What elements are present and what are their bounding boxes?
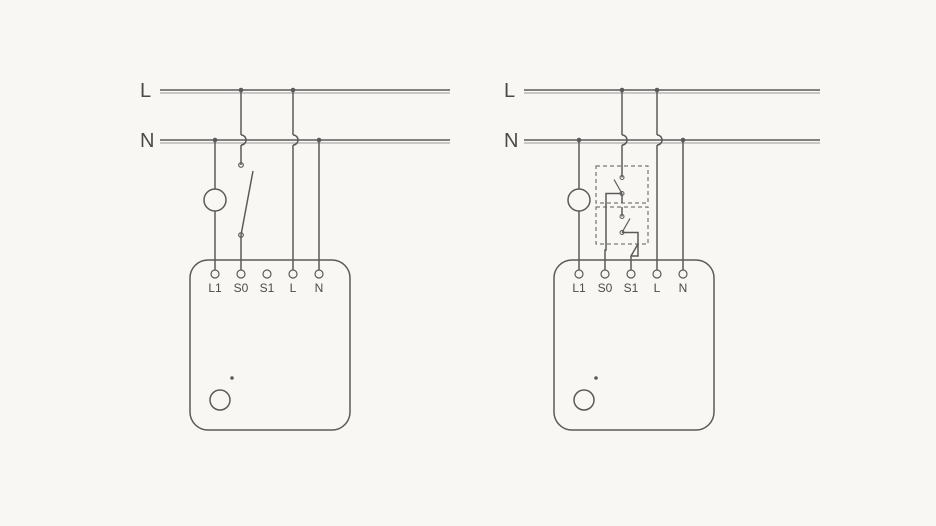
device-led [230, 376, 234, 380]
right-junction-l1-n [577, 138, 582, 143]
right-terminal-label-l: L [654, 281, 661, 295]
right-junction-l [655, 88, 660, 93]
device-led [594, 376, 598, 380]
left-junction-l1-n [213, 138, 218, 143]
left-terminal-s1 [263, 270, 271, 278]
left-lamp [204, 189, 226, 211]
left-terminal-n [315, 270, 323, 278]
right-terminal-label-l1: L1 [572, 281, 586, 295]
left-terminal-label-n: N [315, 281, 324, 295]
right-lamp [568, 189, 590, 211]
right-wire-s0-inner [606, 194, 622, 204]
device-button [210, 390, 230, 410]
left-terminal-label-s0: S0 [234, 281, 249, 295]
right-terminal-l1 [575, 270, 583, 278]
left-junction-l [291, 88, 296, 93]
left-junction-n [317, 138, 322, 143]
right-terminal-label-s0: S0 [598, 281, 613, 295]
right-terminal-label-n: N [679, 281, 688, 295]
right-label-n: N [504, 130, 518, 152]
left-terminal-l [289, 270, 297, 278]
left-terminal-label-l: L [290, 281, 297, 295]
right-junction-feed-l [620, 88, 625, 93]
left-terminal-s0 [237, 270, 245, 278]
right-label-l: L [504, 80, 515, 102]
right-junction-n [681, 138, 686, 143]
right-terminal-n [679, 270, 687, 278]
right-terminal-s1 [627, 270, 635, 278]
left-terminal-label-s1: S1 [260, 281, 275, 295]
right-wire-s1 [622, 233, 638, 271]
left-label-l: L [140, 80, 151, 102]
right-terminal-label-s1: S1 [624, 281, 639, 295]
right-terminal-s0 [601, 270, 609, 278]
device-button [574, 390, 594, 410]
left-junction-s0-l [239, 88, 244, 93]
right-terminal-l [653, 270, 661, 278]
left-switch-blade [241, 171, 253, 235]
left-terminal-l1 [211, 270, 219, 278]
left-terminal-label-l1: L1 [208, 281, 222, 295]
left-label-n: N [140, 130, 154, 152]
